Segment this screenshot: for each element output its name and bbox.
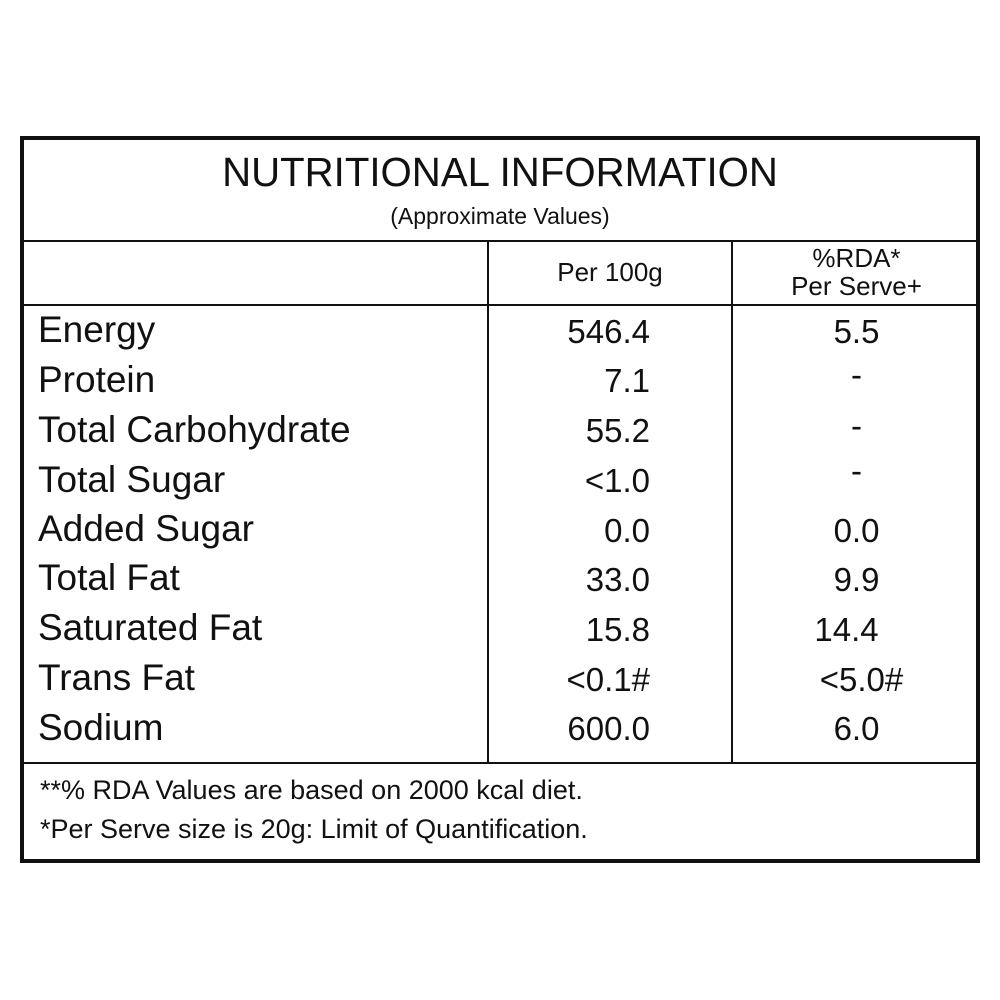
- footnote-serve-size: *Per Serve size is 20g: Limit of Quantif…: [40, 814, 588, 844]
- nutrient-per100g-value: <1.0: [584, 462, 650, 499]
- nutrient-per100g-value: 33.0: [585, 561, 650, 598]
- nutrient-per100g-value: 7.1: [604, 362, 650, 399]
- nutrient-per100g-value: 546.4: [567, 313, 650, 350]
- nutrient-name: Added Sugar: [38, 508, 255, 549]
- nutrient-per100g-value: 55.2: [585, 412, 650, 449]
- divider-under-column-headers: [24, 304, 976, 306]
- label-subtitle: (Approximate Values): [390, 203, 610, 229]
- nutrient-name: Saturated Fat: [38, 607, 263, 648]
- nutrient-rda-value: 6.0: [833, 710, 880, 747]
- nutrient-rda-value: 5.5: [833, 313, 880, 350]
- nutrient-name: Trans Fat: [38, 657, 195, 698]
- column-divider-2: [731, 241, 733, 763]
- divider-under-title: [24, 240, 976, 242]
- nutrient-name: Sodium: [38, 707, 164, 748]
- column-header-rda-line1: %RDA*: [812, 243, 901, 273]
- nutrient-rda-value: -: [851, 452, 862, 489]
- nutrient-per100g-value: 0.0: [604, 512, 650, 549]
- nutrient-per100g-value: <0.1#: [566, 661, 651, 698]
- label-title: NUTRITIONAL INFORMATION: [222, 149, 778, 195]
- nutrient-name: Protein: [38, 359, 156, 400]
- column-header-per-100g: Per 100g: [557, 257, 663, 287]
- nutrient-per100g-value: 600.0: [567, 710, 650, 747]
- nutrient-rda-value: -: [851, 356, 862, 393]
- nutrient-rda-value: 14.4: [814, 611, 879, 648]
- nutrient-per100g-value: 15.8: [585, 611, 650, 648]
- nutrient-rda-value: <5.0#: [819, 661, 904, 698]
- nutrition-label: NUTRITIONAL INFORMATION (Approximate Val…: [20, 136, 980, 863]
- footnote-rda-basis: **% RDA Values are based on 2000 kcal di…: [40, 775, 583, 805]
- nutrient-rda-value: 9.9: [833, 561, 880, 598]
- column-header-rda-line2: Per Serve+: [791, 271, 922, 301]
- nutrient-name: Energy: [38, 309, 156, 350]
- nutrient-name: Total Fat: [38, 557, 180, 598]
- nutrient-name: Total Carbohydrate: [38, 409, 351, 450]
- column-divider-1: [487, 241, 489, 763]
- nutrient-rda-value: -: [851, 407, 862, 444]
- column-header-rda: %RDA* Per Serve+: [733, 244, 980, 300]
- nutrient-rda-value: 0.0: [833, 512, 880, 549]
- divider-above-footnotes: [24, 762, 976, 764]
- nutrient-name: Total Sugar: [38, 459, 226, 500]
